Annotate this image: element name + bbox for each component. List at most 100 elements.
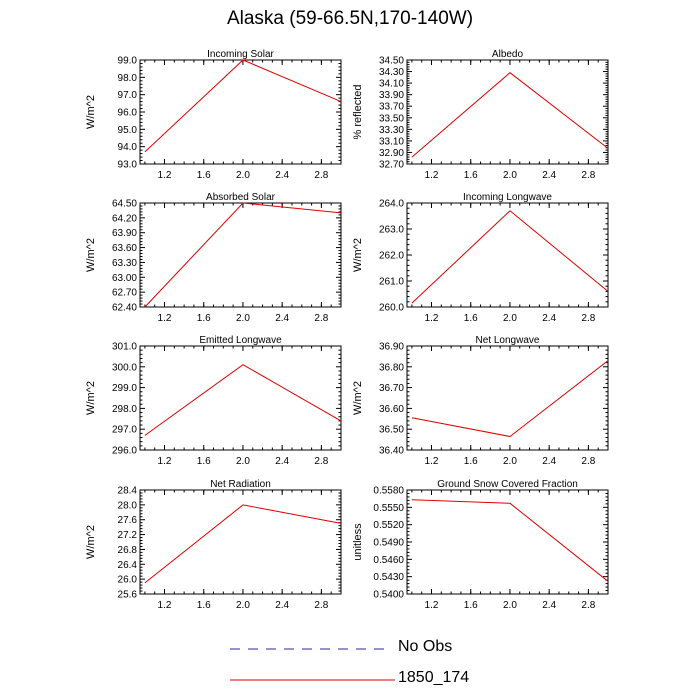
y-tick-label: 63.30: [112, 258, 137, 269]
y-axis-label: W/m^2: [85, 381, 97, 415]
x-tick-label: 1.6: [464, 456, 478, 467]
panel-ground-snow-covered-fraction: Ground Snow Covered Fraction unitless 0.54…: [352, 479, 609, 611]
panel-emitted-longwave: Emitted Longwave W/m^2 296.0 297.0 298.0 299.…: [85, 335, 342, 467]
y-tick-label: 300.0: [112, 362, 137, 373]
x-tick-label: 2.8: [581, 313, 595, 324]
x-tick-label: 1.2: [425, 170, 439, 181]
y-tick-label: 264.0: [379, 199, 404, 210]
x-tick-label: 2.4: [275, 600, 289, 611]
y-tick-label: 28.0: [118, 500, 138, 511]
y-tick-label: 63.60: [112, 243, 137, 254]
series-line-1850-174: [144, 504, 342, 584]
x-tick-label: 2.0: [236, 600, 250, 611]
x-tick-label: 2.0: [236, 170, 250, 181]
x-tick-label: 1.6: [464, 313, 478, 324]
y-tick-label: 28.4: [118, 486, 138, 497]
y-tick-label: 36.90: [379, 342, 404, 353]
x-tick-label: 1.6: [197, 170, 211, 181]
legend-1850-174-line: [230, 679, 395, 681]
plot-frame: [139, 59, 342, 165]
series-line-1850-174: [411, 499, 609, 582]
x-tick-label: 2.8: [314, 456, 328, 467]
y-tick-label: 27.6: [118, 515, 138, 526]
plot-frame: [406, 202, 609, 308]
y-tick-label: 0.5520: [373, 520, 404, 531]
x-tick-label: 1.6: [197, 456, 211, 467]
x-tick-label: 2.0: [503, 313, 517, 324]
y-tick-label: 33.10: [379, 136, 404, 147]
y-tick-label: 63.90: [112, 228, 137, 239]
x-tick-label: 1.2: [425, 600, 439, 611]
y-tick-label: 63.00: [112, 273, 137, 284]
x-tick-label: 2.4: [275, 313, 289, 324]
x-tick-label: 2.4: [542, 313, 556, 324]
plot-frame: [406, 489, 609, 595]
y-axis-label: unitless: [352, 523, 364, 561]
legend-1850-174-label: 1850_174: [398, 669, 470, 686]
y-axis-label: W/m^2: [85, 525, 97, 559]
figure-title: Alaska (59-66.5N,170-140W): [226, 8, 474, 29]
legend-no-obs-line: [230, 648, 388, 650]
y-tick-label: 262.0: [379, 251, 404, 262]
y-tick-label: 64.20: [112, 213, 137, 224]
y-tick-label: 96.0: [118, 108, 138, 119]
x-tick-label: 2.4: [542, 600, 556, 611]
y-tick-label: 33.30: [379, 125, 404, 136]
x-tick-label: 1.2: [425, 313, 439, 324]
panel-title: Net Longwave: [476, 335, 540, 346]
y-tick-label: 27.2: [118, 530, 138, 541]
y-tick-label: 36.60: [379, 404, 404, 415]
y-tick-label: 33.70: [379, 102, 404, 113]
x-tick-label: 2.8: [581, 170, 595, 181]
y-tick-label: 261.0: [379, 277, 404, 288]
panel-title: Incoming Longwave: [463, 192, 552, 203]
legend-no-obs-label: No Obs: [398, 638, 453, 655]
panel-title: Ground Snow Covered Fraction: [437, 479, 578, 490]
y-tick-label: 32.90: [379, 148, 404, 159]
y-tick-label: 94.0: [118, 142, 138, 153]
x-tick-label: 2.4: [542, 170, 556, 181]
plot-frame: [139, 489, 342, 595]
x-tick-label: 1.2: [158, 313, 172, 324]
panel-net-longwave: Net Longwave W/m^2 36.40 36.50 36.60 36.70 36.…: [352, 335, 609, 467]
x-tick-label: 1.2: [158, 456, 172, 467]
x-tick-label: 1.6: [464, 170, 478, 181]
series-line-1850-174: [144, 59, 342, 153]
x-tick-label: 2.4: [542, 456, 556, 467]
y-tick-label: 263.0: [379, 225, 404, 236]
y-axis-label: W/m^2: [352, 381, 364, 415]
y-tick-label: 34.30: [379, 67, 404, 78]
x-tick-label: 1.2: [158, 170, 172, 181]
y-tick-label: 62.40: [112, 303, 137, 314]
y-tick-label: 97.0: [118, 90, 138, 101]
x-tick-label: 2.8: [581, 600, 595, 611]
y-tick-label: 0.5460: [373, 555, 404, 566]
series-line-1850-174: [411, 72, 609, 158]
x-tick-label: 2.0: [236, 456, 250, 467]
x-tick-label: 2.8: [314, 600, 328, 611]
x-tick-label: 2.0: [503, 600, 517, 611]
panel-incoming-solar: Incoming Solar W/m^2 93.0 94.0 95.0 96.0 97.0 9…: [85, 49, 342, 181]
y-axis-label: W/m^2: [85, 238, 97, 272]
y-tick-label: 33.90: [379, 90, 404, 101]
panel-title: Absorbed Solar: [206, 192, 276, 203]
y-tick-label: 34.10: [379, 79, 404, 90]
y-tick-label: 296.0: [112, 446, 137, 457]
y-axis-label: W/m^2: [352, 238, 364, 272]
y-tick-label: 99.0: [118, 56, 138, 67]
panel-net-radiation: Net Radiation W/m^2 25.6 26.0 26.4 26.8 27.2 27…: [85, 479, 342, 611]
panel-absorbed-solar: Absorbed Solar W/m^2 62.40 62.70 63.00 63.30 6…: [85, 192, 342, 324]
y-tick-label: 0.5490: [373, 538, 404, 549]
y-tick-label: 26.8: [118, 545, 138, 556]
y-tick-label: 36.50: [379, 425, 404, 436]
x-tick-label: 2.0: [503, 170, 517, 181]
plot-frame: [406, 345, 609, 451]
y-tick-label: 36.80: [379, 362, 404, 373]
series-line-1850-174: [144, 364, 342, 436]
series-line-1850-174: [144, 202, 342, 308]
y-tick-label: 0.5400: [373, 590, 404, 601]
x-tick-label: 2.4: [275, 456, 289, 467]
y-tick-label: 26.4: [118, 560, 138, 571]
